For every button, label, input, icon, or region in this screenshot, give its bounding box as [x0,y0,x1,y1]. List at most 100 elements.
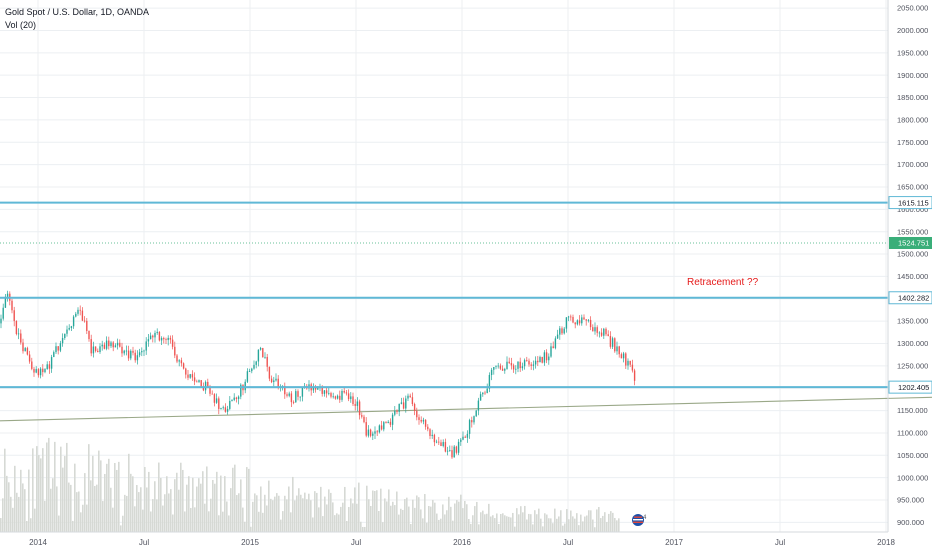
volume-bar [252,501,254,532]
candle-body [317,388,319,390]
candle-body [453,446,455,458]
candle-body [2,307,4,319]
volume-bar [78,491,80,532]
time-tick-label: Jul [139,538,149,547]
volume-bar [378,510,380,532]
volume-bar [458,501,460,532]
retracement-annotation[interactable]: Retracement ?? [687,277,759,288]
candle-body [92,346,95,354]
volume-bar [182,469,184,532]
level-price-box [888,196,932,210]
volume-bar [126,495,128,532]
trend-line[interactable] [0,377,932,422]
price-tick-label: 1050.000 [897,451,928,460]
price-tick-label: 1800.000 [897,116,928,125]
volume-bar [316,492,318,532]
volume-bar [116,469,118,532]
candle-body [187,374,189,378]
volume-bar [492,515,494,532]
candle-body [383,422,385,430]
volume-bar [346,520,348,532]
volume-bar [48,437,50,532]
volume-bar [388,489,390,532]
volume-bar [462,508,464,532]
candle-body [374,431,376,434]
candle-body [149,335,152,340]
candle-body [488,375,491,389]
volume-indicator-label[interactable]: Vol (20) [5,20,37,30]
volume-bar [304,492,306,532]
horizontal-levels[interactable] [0,201,888,389]
candle-body [17,333,20,335]
candle-body [182,363,185,369]
candle-body [482,392,484,395]
candle-body [79,309,81,311]
volume-bar [470,523,472,532]
candle-body [471,420,473,423]
candle-body [598,332,601,334]
volume-bar [610,511,612,532]
volume-bar [472,515,474,532]
volume-bar [398,514,400,532]
time-tick-label: 2016 [453,538,471,547]
volume-bar [580,514,582,532]
candle-body [413,404,416,411]
candle-body [570,316,572,318]
candle-body [574,322,576,325]
candle-body [457,441,460,453]
volume-bar [224,476,226,532]
volume-bar [584,516,586,532]
candle-body [235,397,238,400]
volume-bar [272,500,274,532]
candle-body [534,360,537,365]
volume-bar [418,497,420,532]
candle-body [94,346,97,351]
candle-body [583,317,585,320]
candle-body [631,364,634,371]
volume-bar [598,507,600,532]
volume-bar [362,526,364,532]
candle-body [154,332,156,338]
candle-body [336,395,339,399]
candle-body [143,350,145,352]
volume-bar [156,499,158,532]
candle-body [257,349,260,362]
chart-legend: Gold Spot / U.S. Dollar, 1D, OANDA Vol (… [5,6,149,32]
volume-bar [300,494,302,532]
symbol-title[interactable]: Gold Spot / U.S. Dollar, 1D, OANDA [5,7,150,17]
volume-bar [8,482,10,532]
volume-bar [320,486,322,532]
candle-body [614,338,616,352]
volume-bar [236,495,238,532]
time-axis[interactable]: 2014Jul2015Jul2016Jul2017Jul2018Jul2019J… [29,538,932,547]
volume-bar [2,498,4,532]
volume-bar [582,521,584,532]
level-price-label: 1402.282 [898,293,929,302]
volume-bar [510,517,512,532]
candle-body [110,342,112,347]
volume-bar [402,509,404,532]
candle-body [165,339,167,341]
candle-body [380,425,383,430]
candle-body [328,393,330,394]
candle-body [26,348,29,355]
candle-body [376,431,378,433]
volume-bar [16,492,18,532]
price-tick-label: 1700.000 [897,160,928,169]
volume-bar [558,516,560,532]
candle-body [479,394,482,401]
volume-bar [44,500,46,532]
volume-bar [64,456,66,532]
candle-body [55,346,57,353]
volume-bar [100,460,102,532]
us-flag-icon[interactable] [632,514,644,526]
candle-body [28,354,31,362]
candle-body [262,348,264,358]
candle-body [218,398,220,409]
candle-body [365,422,367,436]
candle-body [266,356,268,367]
time-tick-label: Jul [775,538,785,547]
candle-body [539,356,541,363]
volume-bar [614,517,616,532]
